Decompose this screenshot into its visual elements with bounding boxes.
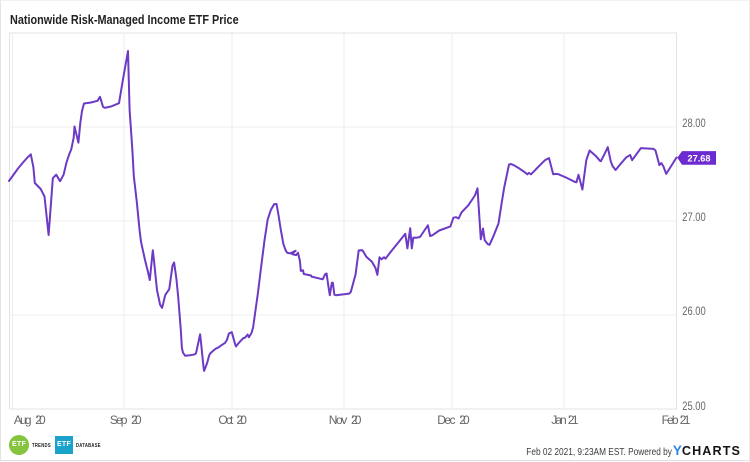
svg-text:Nov: Nov [329, 413, 348, 427]
svg-text:Aug: Aug [14, 413, 32, 427]
svg-text:'20: '20 [459, 413, 470, 427]
svg-text:27.68: 27.68 [688, 153, 711, 163]
svg-text:'21: '21 [568, 413, 579, 427]
svg-text:Jan: Jan [551, 413, 567, 427]
svg-text:28.00: 28.00 [682, 118, 705, 130]
svg-text:'20: '20 [131, 413, 142, 427]
svg-text:Feb: Feb [662, 413, 679, 427]
svg-text:26.00: 26.00 [682, 306, 705, 318]
svg-text:25.00: 25.00 [682, 401, 705, 413]
svg-text:'20: '20 [237, 413, 248, 427]
svg-text:Sep: Sep [110, 413, 128, 427]
svg-text:Oct: Oct [218, 413, 234, 427]
svg-text:'20: '20 [35, 413, 46, 427]
svg-text:'20: '20 [351, 413, 362, 427]
svg-text:Dec: Dec [437, 413, 455, 427]
svg-text:27.00: 27.00 [682, 212, 705, 224]
svg-text:'21: '21 [680, 413, 691, 427]
